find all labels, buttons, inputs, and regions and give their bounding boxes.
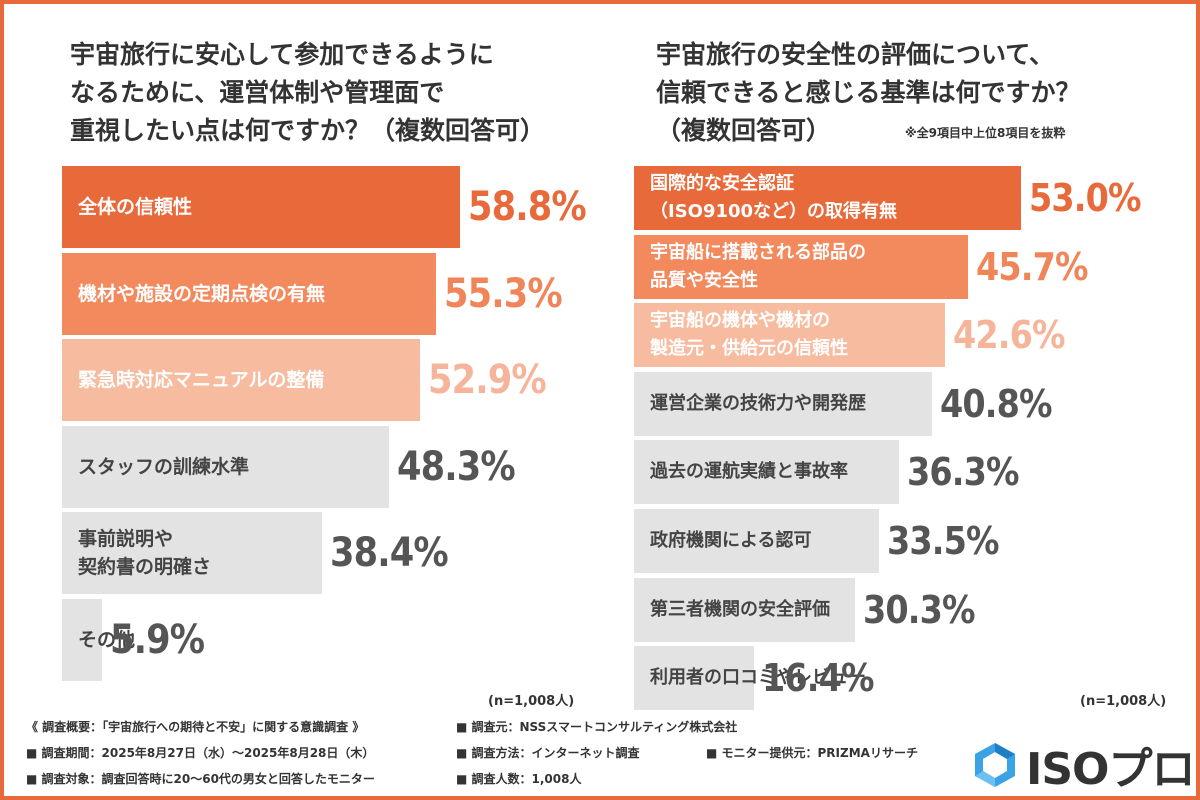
overview-title: 《 調査概要：「宇宙旅行への期待と不安」に関する意識調査 》 — [26, 720, 365, 734]
question2-subnote: ※全9項目中上位8項目を抜粋 — [905, 126, 1066, 140]
bar-value-label: 30.3% — [863, 587, 976, 632]
bar-value-label: 48.3% — [396, 443, 516, 490]
bar-value-label: 38.4% — [329, 530, 449, 576]
question2-title: 宇宙旅行の安全性の評価について、 信頼できると感じる基準は何ですか？ （複数回答… — [656, 36, 1176, 150]
bar-value-label: 36.3% — [906, 450, 1020, 495]
bar-value-label: 58.8% — [468, 184, 587, 230]
sample-size-note-right: (n=1,008人) — [1080, 694, 1167, 709]
overview-target: ■ 調査対象：調査回答時に20〜60代の男女と回答したモニター — [26, 772, 375, 786]
chart-bar — [634, 166, 1021, 230]
bar-value-label: 16.4% — [761, 656, 875, 701]
question1-title-line: なるために、運営体制や管理面で — [70, 78, 445, 107]
bar-category-label: 第三者機関の安全評価 — [650, 598, 830, 620]
bar-charts: 全体の信頼性 58.8% 機材や施設の定期点検の有無 55.3% 緊急時対応マニュアルの… — [62, 166, 1142, 711]
bar-category-label: 事前説明や 契約書の明確さ — [78, 528, 212, 578]
chart-bar — [634, 509, 879, 573]
bar-category-label: 機材や施設の定期点検の有無 — [78, 282, 326, 305]
chart-bar — [634, 646, 754, 711]
bar-category-label: 宇宙船の機体や機材の 製造元・供給元の信頼性 — [650, 310, 848, 360]
bar-category-label: 全体の信頼性 — [78, 196, 193, 218]
bar-value-label: 52.9% — [428, 357, 547, 403]
bar-category-label: 緊急時対応マニュアルの整備 — [78, 369, 325, 391]
chart-bar — [62, 598, 102, 681]
hexagon-icon — [975, 743, 1015, 787]
chart-bar — [634, 577, 856, 642]
bar-category-label: 政府機関による認可 — [650, 530, 812, 551]
chart-bar — [634, 303, 945, 368]
question1-title-line: 重視したい点は何ですか？（複数回答可） — [70, 116, 546, 145]
bar-category-label: その他 — [78, 628, 136, 651]
chart-bar — [634, 440, 899, 505]
bar-value-label: 5.9% — [109, 616, 205, 663]
bar-category-label: 宇宙船に搭載される部品の 品質や安全性 — [650, 241, 866, 291]
logo-text: ISOプロ — [1026, 744, 1195, 795]
bar-category-label: スタッフの訓練水準 — [78, 455, 250, 478]
overview-method: ■ 調査方法：インターネット調査 — [456, 746, 640, 760]
bar-category-label: 利用者の口コミやレビュー — [650, 667, 866, 689]
bar-value-label: 33.5% — [886, 519, 1000, 563]
overview-monitor: ■ モニター提供元：PRIZMAリサーチ — [706, 746, 918, 760]
brand-logo: ISOプロ — [972, 733, 1195, 797]
overview-organizer: ■ 調査元：NSSスマートコンサルティング株式会社 — [456, 720, 738, 734]
chart-bar — [634, 234, 968, 299]
bar-value-label: 42.6% — [952, 313, 1066, 358]
chart-bar — [62, 252, 437, 335]
question2-title-line: （複数回答可） — [656, 116, 832, 145]
bar-category-label: 運営企業の技術力や開発歴 — [650, 392, 866, 414]
chart-bar — [62, 339, 421, 421]
bar-value-label: 40.8% — [939, 381, 1053, 426]
bar-value-label: 53.0% — [1028, 176, 1142, 220]
overview-period: ■ 調査期間：2025年8月27日（水）〜2025年8月28日（木） — [26, 746, 375, 760]
question1-title-line: 宇宙旅行に安心して参加できるように — [70, 40, 494, 69]
bar-value-label: 45.7% — [975, 244, 1089, 289]
question2-title-line: 信頼できると感じる基準は何ですか？ — [656, 78, 1081, 107]
chart-bar — [62, 512, 322, 594]
bar-value-label: 55.3% — [444, 270, 563, 317]
question2-title-line: 宇宙旅行の安全性の評価について、 — [656, 40, 1055, 69]
question1-title: 宇宙旅行に安心して参加できるように なるために、運営体制や管理面で 重視したい点… — [70, 36, 590, 150]
overview-count: ■ 調査人数：1,008人 — [456, 772, 582, 786]
bar-category-label: 国際的な安全認証 （ISO9100など）の取得有無 — [650, 173, 898, 222]
sample-size-note-left: (n=1,008人) — [488, 694, 575, 709]
chart-bar — [634, 371, 932, 436]
chart-bar — [62, 166, 461, 248]
bar-category-label: 過去の運航実績と事故率 — [650, 461, 848, 483]
chart-bar — [62, 425, 389, 508]
